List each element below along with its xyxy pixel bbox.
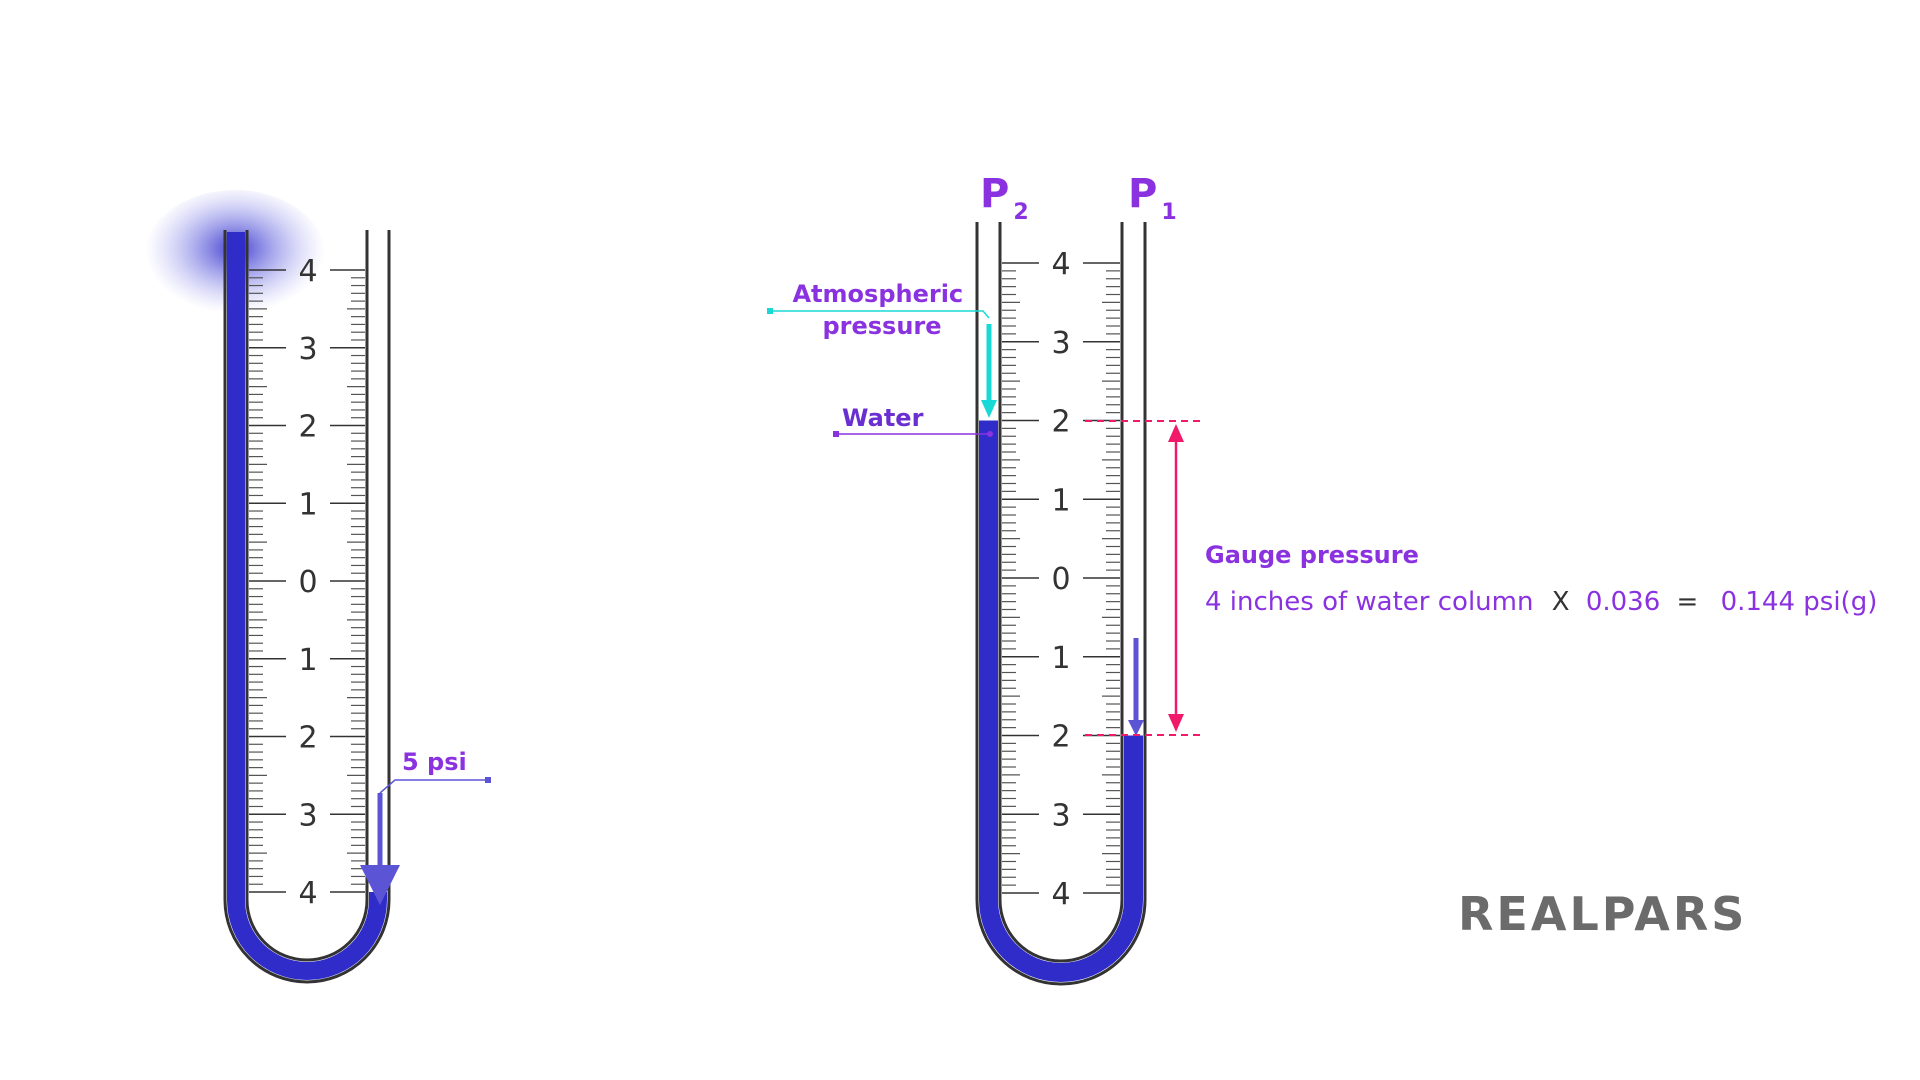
- left-water-column: [227, 232, 387, 980]
- gauge-height-arrow-head-top: [1168, 424, 1184, 442]
- scale-label: 3: [298, 332, 317, 367]
- scale-label: 4: [298, 876, 317, 911]
- right-scale-labels: 4 3 2 1 0 1 2 3 4: [1051, 247, 1070, 912]
- atmospheric-leader: [770, 310, 990, 319]
- right-scale-ticks: [1002, 262, 1120, 894]
- left-scale-labels: 4 3 2 1 0 1 2 3 4: [298, 254, 317, 911]
- atmospheric-leader-end: [767, 308, 773, 314]
- scale-label: 1: [298, 643, 317, 678]
- scale-label: 1: [1051, 483, 1070, 518]
- port-p1-letter: P: [1128, 171, 1157, 217]
- realpars-logo: REALPARS: [1458, 887, 1747, 941]
- water-leader-end: [833, 431, 839, 437]
- right-water-column: [979, 420, 1143, 982]
- left-pressure-leader: [379, 779, 488, 794]
- gauge-height-arrow-head-bottom: [1168, 714, 1184, 732]
- left-manometer: 4 3 2 1 0 1 2 3 4 5 psi: [145, 190, 491, 984]
- scale-label: 4: [1051, 877, 1070, 912]
- scale-label: 0: [1051, 562, 1070, 597]
- port-p2-subscript: 2: [1013, 200, 1028, 225]
- scale-label: 0: [298, 565, 317, 600]
- p1-pressure-arrow-head: [1128, 720, 1144, 736]
- equation-factor: 0.036: [1586, 587, 1660, 617]
- atmospheric-label-line1: Atmospheric: [792, 280, 963, 308]
- scale-label: 2: [1051, 720, 1070, 755]
- scale-label: 4: [1051, 247, 1070, 282]
- scale-label: 3: [1051, 326, 1070, 361]
- scale-label: 3: [1051, 798, 1070, 833]
- atmospheric-label: Atmospheric pressure: [792, 280, 971, 340]
- scale-label: 1: [298, 487, 317, 522]
- equation-part1: 4 inches of water column: [1205, 587, 1533, 617]
- left-tube-outer-wall: [223, 230, 391, 984]
- pressure-label-5psi: 5 psi: [402, 748, 467, 776]
- left-pressure-leader-end: [485, 777, 491, 783]
- water-label: Water: [842, 404, 924, 432]
- left-tube-inner-wall: [245, 230, 369, 962]
- gauge-pressure-equation: 4 inches of water column X 0.036 = 0.144…: [1205, 587, 1877, 617]
- port-p1-subscript: 1: [1161, 200, 1176, 225]
- right-tube-outer-wall: [975, 222, 1147, 986]
- equation-equals: =: [1677, 587, 1699, 617]
- scale-label: 2: [298, 410, 317, 445]
- scale-label: 4: [298, 254, 317, 289]
- scale-label: 1: [1051, 641, 1070, 676]
- atmospheric-label-line2: pressure: [822, 312, 941, 340]
- port-p2-letter: P: [980, 171, 1009, 217]
- scale-label: 2: [1051, 405, 1070, 440]
- equation-times: X: [1552, 587, 1570, 617]
- equation-result: 0.144 psi(g): [1721, 587, 1878, 617]
- atmospheric-arrow-head: [981, 400, 997, 418]
- water-leader-dot: [987, 431, 993, 437]
- right-tube-inner-wall: [998, 222, 1124, 963]
- scale-label: 2: [298, 721, 317, 756]
- scale-label: 3: [298, 798, 317, 833]
- gauge-pressure-title: Gauge pressure: [1205, 541, 1419, 569]
